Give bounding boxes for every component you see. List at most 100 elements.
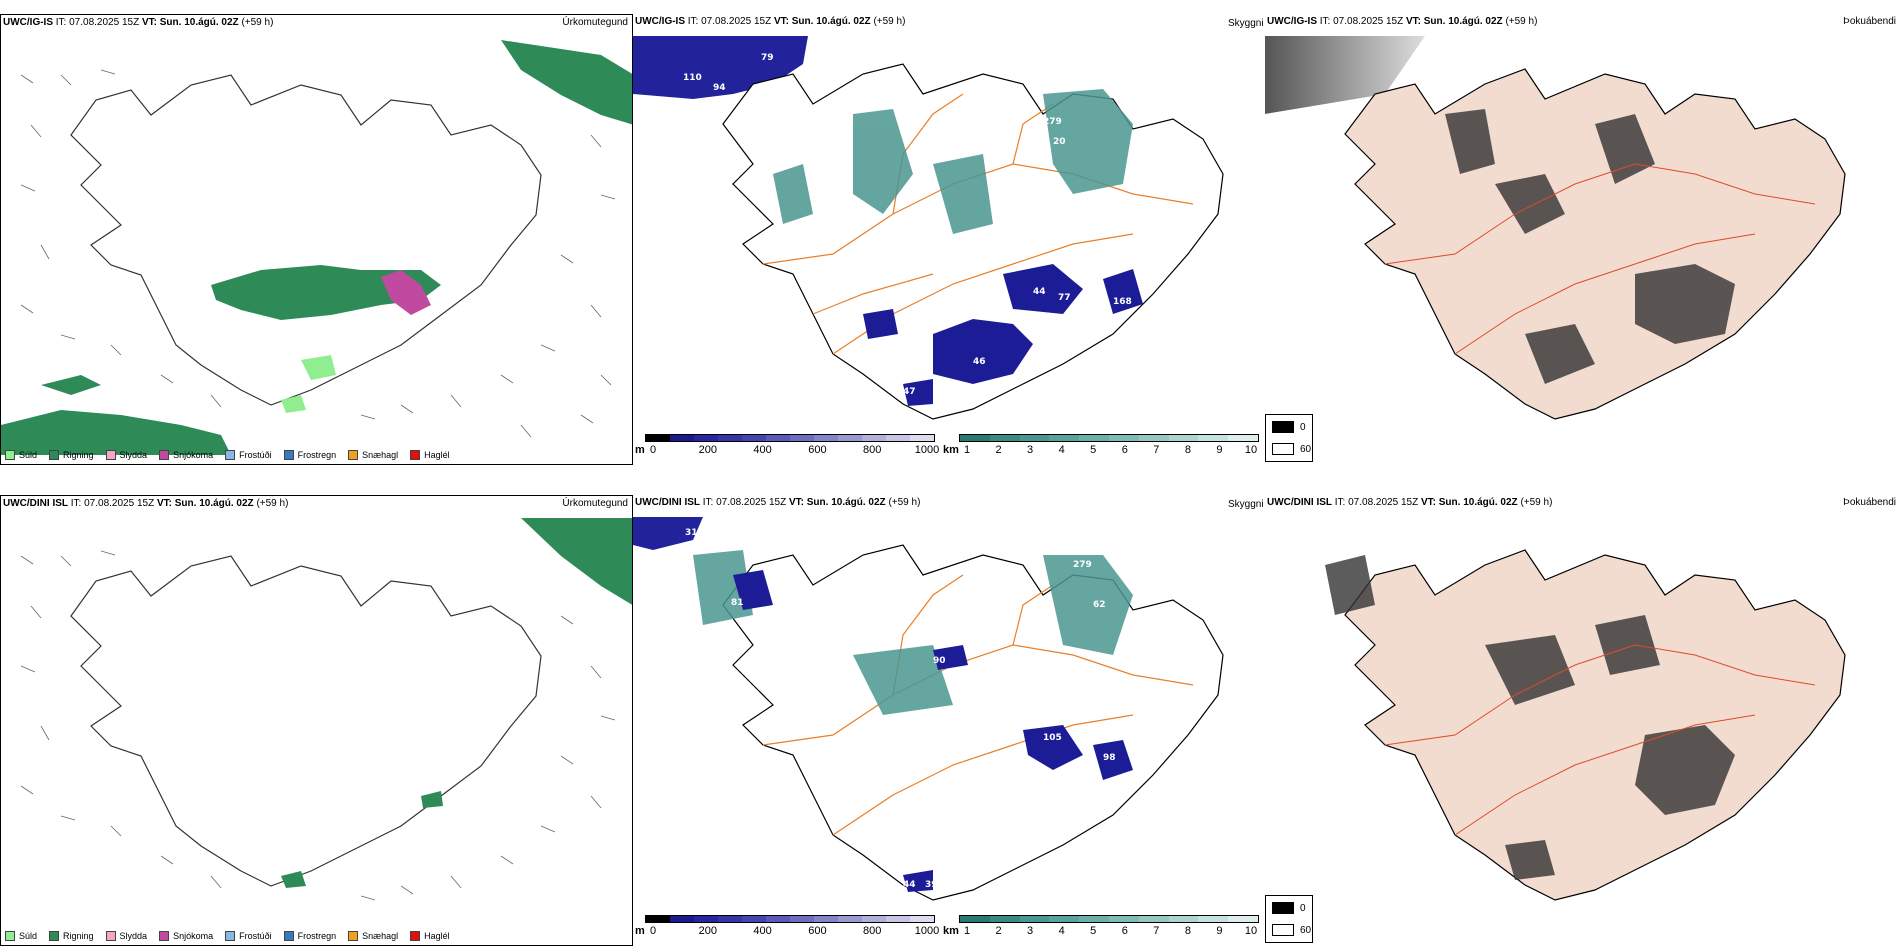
fog-panel-row1: UWC/IG-IS IT: 07.08.2025 15Z VT: Sun. 10… — [1265, 14, 1900, 465]
legend-swatch — [225, 450, 236, 460]
precip-title-row2: Úrkomutegund — [562, 498, 628, 509]
cloud-base-label: 279 — [1043, 117, 1062, 127]
legend-swatch — [159, 450, 170, 460]
colorbar-tick-label: 10 — [1244, 925, 1258, 937]
colorbar-cell — [1228, 916, 1258, 922]
colorbar-tick-label: 800 — [863, 444, 882, 456]
colorbar-cell — [814, 916, 838, 922]
cloud-base-colorbar-row2: m 0 200 400 600 800 1000 — [635, 915, 939, 943]
legend-swatch — [348, 931, 359, 941]
colorbar-cell — [838, 916, 862, 922]
colorbar-cell — [960, 435, 990, 441]
precip-legend-row1: Súld Rigning Slydda Snjókoma Frostúði Fr… — [5, 450, 450, 460]
iceland-land — [1344, 549, 1846, 901]
cloud-header-row2: UWC/DINI ISL IT: 07.08.2025 15Z VT: Sun.… — [635, 497, 921, 508]
colorbar-cell — [694, 916, 718, 922]
colorbar-cell — [1049, 435, 1080, 441]
colorbar-cell — [1108, 435, 1139, 441]
rain-areas — [281, 518, 632, 888]
colorbar-cell — [718, 916, 742, 922]
precip-title-row1: Úrkomutegund — [562, 17, 628, 28]
cloud-base-ticks: 0 200 400 600 800 1000 — [635, 444, 939, 458]
colorbar-tick-label: 4 — [1058, 925, 1065, 937]
visibility-areas — [693, 550, 1133, 715]
cloud-base-label: 110 — [683, 73, 702, 83]
cloud-base-label: 47 — [903, 387, 916, 397]
legend-swatch — [159, 931, 170, 941]
colorbar-cell — [1079, 916, 1109, 922]
colorbar-tick-label: 600 — [808, 444, 827, 456]
visibility-ticks: 1 2 3 4 5 6 7 8 9 10 — [943, 444, 1263, 458]
colorbar-cell — [1168, 435, 1199, 441]
legend-item-sleet: Slydda — [105, 931, 147, 941]
wind-barbs — [20, 550, 616, 901]
colorbar-cell — [960, 916, 990, 922]
colorbar-cell — [814, 435, 838, 441]
cloud-base-label: 105 — [1043, 733, 1062, 743]
legend-item-sleet: Slydda — [105, 450, 147, 460]
fog-dark-areas — [1325, 555, 1735, 880]
precip-type-panel-row1: UWC/IG-IS IT: 07.08.2025 15Z VT: Sun. 10… — [0, 14, 633, 465]
colorbar-tick-label: 5 — [1090, 444, 1097, 456]
cloud-base-label: 44 — [1033, 287, 1046, 297]
colorbar-cell — [718, 435, 742, 441]
legend-item-drizzle: Súld — [5, 450, 37, 460]
fog-swatch-0 — [1272, 421, 1294, 433]
fog-legend-row2: 0 60 — [1265, 895, 1313, 943]
cloud-map-row1: 110 94 79 279 20 44 77 55 168 46 47 34 — [633, 36, 1224, 420]
legend-swatch — [283, 931, 294, 941]
cloud-base-label: 20 — [1053, 137, 1066, 147]
colorbar-tick-label: 0 — [649, 925, 657, 937]
snow-areas — [381, 270, 431, 315]
cloud-base-colorbar-row1: m 0 200 400 600 800 1000 — [635, 434, 939, 462]
cloud-base-label: 168 — [1113, 297, 1132, 307]
fog-label-0: 0 — [1300, 903, 1306, 914]
precip-type-panel-row2: UWC/DINI ISL IT: 07.08.2025 15Z VT: Sun.… — [0, 495, 633, 946]
colorbar-tick-label: 1 — [963, 925, 971, 937]
fog-panel-row2: UWC/DINI ISL IT: 07.08.2025 15Z VT: Sun.… — [1265, 495, 1900, 946]
legend-swatch — [410, 450, 421, 460]
iceland-outline — [722, 544, 1224, 901]
colorbar-tick-label: 1000 — [914, 925, 940, 937]
visibility-colorbar-row1: km 1 2 3 4 5 6 7 8 9 10 — [943, 434, 1263, 462]
colorbar-tick-label: 8 — [1184, 925, 1191, 937]
legend-item-hail: Haglél — [410, 450, 450, 460]
cloud-base-label: 34 — [933, 392, 946, 402]
fog-map-row1 — [1265, 36, 1846, 420]
cloud-header-row1: UWC/IG-IS IT: 07.08.2025 15Z VT: Sun. 10… — [635, 16, 906, 27]
colorbar-cell — [989, 916, 1020, 922]
fog-label-60: 60 — [1300, 925, 1312, 936]
colorbar-cell — [790, 916, 814, 922]
colorbar-cell — [1108, 916, 1139, 922]
colorbar-tick-label: 400 — [753, 444, 772, 456]
colorbar-cell — [838, 435, 862, 441]
cloud-base-label: 62 — [1093, 600, 1106, 610]
cloud-base-bar — [645, 915, 935, 923]
colorbar-tick-label: 1000 — [914, 444, 940, 456]
colorbar-tick-label: 5 — [1090, 925, 1097, 937]
cloud-base-unit: m — [635, 444, 645, 456]
cloud-base-bar — [645, 434, 935, 442]
colorbar-cell — [989, 435, 1020, 441]
legend-swatch — [105, 450, 116, 460]
cloud-base-label: 81 — [731, 598, 744, 608]
colorbar-tick-label: 3 — [1027, 925, 1034, 937]
cloud-base-label: 316 — [685, 528, 704, 538]
colorbar-cell — [1198, 435, 1229, 441]
visibility-bar — [959, 434, 1259, 442]
colorbar-tick-label: 4 — [1058, 444, 1065, 456]
colorbar-cell — [1168, 916, 1199, 922]
colorbar-cell — [1198, 916, 1229, 922]
legend-item-rain: Rigning — [49, 931, 94, 941]
cloud-base-label: 77 — [1058, 293, 1071, 303]
legend-swatch — [225, 931, 236, 941]
colorbar-cell — [862, 916, 886, 922]
legend-item-rain: Rigning — [49, 450, 94, 460]
fog-title-row1: Þokuábendi — [1843, 16, 1896, 27]
drizzle-areas — [281, 355, 336, 413]
fog-swatch-60 — [1272, 443, 1294, 455]
colorbar-cell — [1079, 435, 1109, 441]
low-cloud-areas — [863, 264, 1143, 406]
colorbar-cell — [670, 916, 694, 922]
fog-dark-areas — [1445, 109, 1735, 384]
